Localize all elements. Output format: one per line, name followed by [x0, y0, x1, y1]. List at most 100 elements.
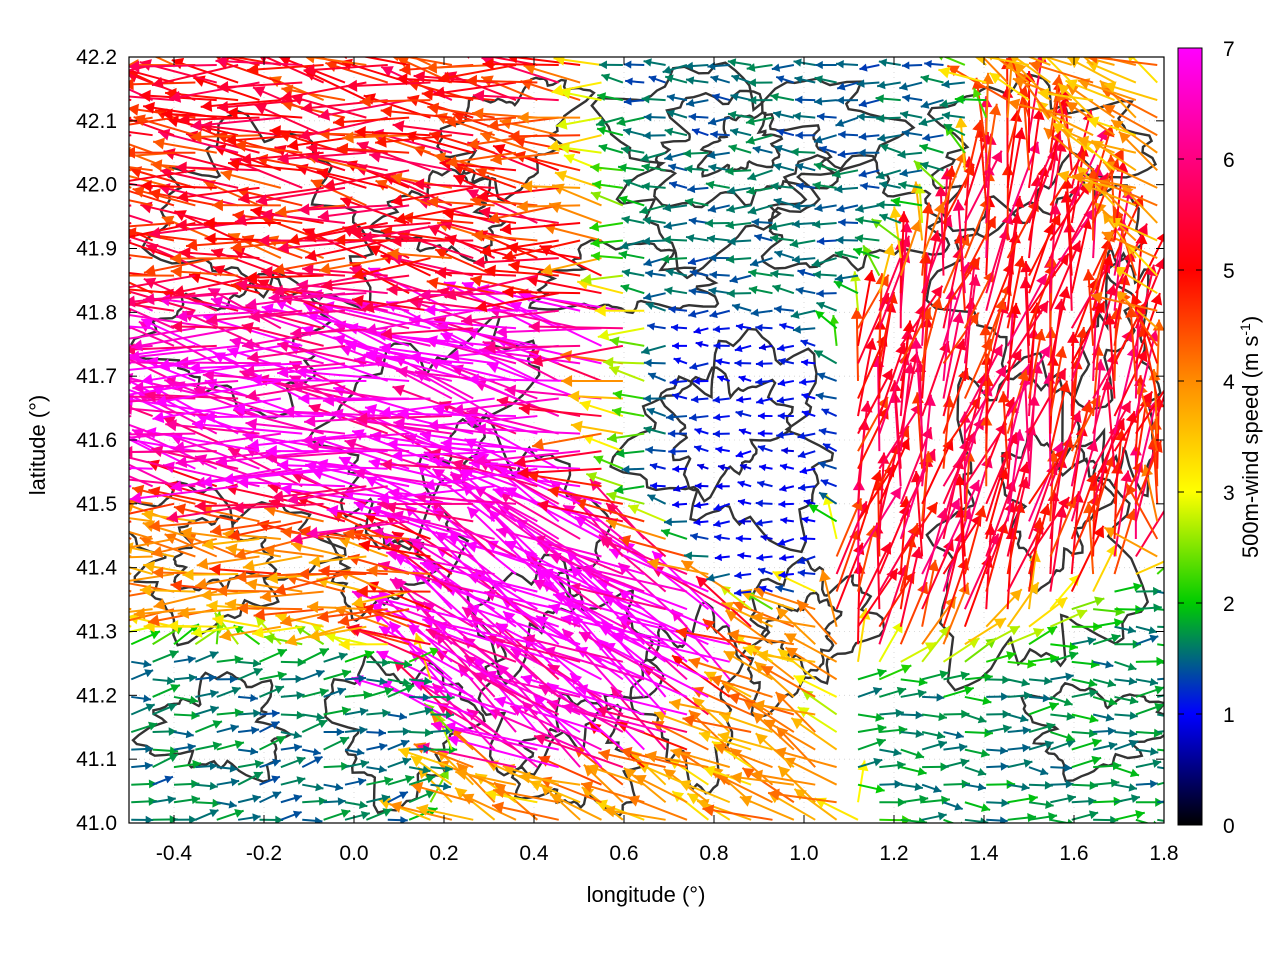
- wind-vector: [773, 162, 795, 172]
- wind-vector: [455, 768, 517, 786]
- wind-vector: [1125, 306, 1138, 382]
- wind-vector: [922, 693, 945, 702]
- wind-vector: [1028, 367, 1067, 435]
- wind-vector: [1135, 779, 1158, 789]
- wind-vector: [729, 274, 752, 284]
- wind-vector: [776, 343, 795, 352]
- wind-vector: [248, 309, 346, 323]
- wind-vector: [942, 338, 967, 417]
- wind-vector: [954, 94, 987, 105]
- wind-vector: [170, 320, 260, 333]
- wind-vector: [755, 499, 773, 508]
- colorbar-tick-label: 2: [1223, 593, 1235, 616]
- wind-vector: [321, 274, 410, 292]
- wind-vector: [424, 304, 538, 317]
- wind-vector: [837, 150, 859, 159]
- wind-vector: [1092, 254, 1114, 329]
- wind-vector: [760, 534, 773, 542]
- wind-vector: [680, 559, 731, 593]
- wind-vector: [344, 777, 367, 786]
- wind-vector: [494, 696, 602, 733]
- wind-vector: [575, 684, 688, 716]
- x-tick-label: 1.6: [1059, 842, 1088, 865]
- wind-vector: [537, 755, 602, 786]
- wind-vector: [803, 498, 816, 506]
- x-tick-label: 1.0: [789, 842, 818, 865]
- wind-vector: [478, 206, 559, 224]
- wind-vector: [714, 553, 730, 562]
- wind-vector: [351, 590, 410, 608]
- wind-vector: [290, 520, 388, 545]
- wind-vector: [943, 801, 964, 811]
- wind-vector: [1070, 300, 1106, 364]
- wind-vector: [749, 257, 773, 267]
- wind-vector: [900, 748, 925, 760]
- wind-vector: [200, 99, 281, 112]
- wind-vector: [252, 625, 303, 639]
- wind-vector: [737, 498, 752, 506]
- wind-vector: [836, 204, 859, 213]
- wind-vector: [170, 265, 239, 278]
- wind-vector: [516, 200, 581, 213]
- wind-vector: [131, 761, 153, 770]
- wind-vector: [442, 208, 517, 224]
- wind-vector: [366, 776, 394, 786]
- wind-vector: [921, 296, 943, 364]
- wind-vector: [730, 771, 795, 786]
- wind-vector: [801, 358, 816, 367]
- wind-vector: [757, 412, 773, 420]
- wind-vector: [188, 361, 303, 374]
- wind-vector: [418, 289, 517, 302]
- wind-vector: [816, 301, 837, 312]
- wind-vector: [665, 268, 688, 277]
- wind-vector: [807, 503, 838, 523]
- wind-vector: [899, 306, 932, 364]
- wind-vector: [216, 99, 303, 113]
- wind-vector: [175, 450, 281, 468]
- wind-vector: [713, 519, 730, 528]
- wind-vector: [726, 186, 752, 195]
- wind-vector: [623, 97, 645, 106]
- wind-vector: [614, 484, 645, 495]
- x-tick-label: 1.2: [879, 842, 908, 865]
- wind-vector: [618, 195, 645, 207]
- wind-vector: [259, 815, 284, 823]
- wind-vector: [790, 147, 816, 157]
- wind-vector: [981, 57, 1009, 84]
- wind-vector: [237, 759, 264, 769]
- wind-vector: [152, 397, 282, 424]
- wind-vector: [668, 447, 688, 456]
- wind-vector: [757, 444, 773, 453]
- wind-vector: [129, 103, 196, 119]
- wind-vector: [446, 533, 560, 575]
- wind-vector: [514, 450, 602, 468]
- wind-vector: [1057, 170, 1115, 189]
- wind-vector: [986, 798, 1010, 808]
- wind-vector: [271, 485, 367, 503]
- wind-vector: [776, 431, 794, 439]
- wind-vector: [408, 774, 436, 786]
- wind-vector: [645, 269, 666, 278]
- wind-vector: [717, 464, 730, 471]
- wind-vector: [408, 765, 431, 774]
- wind-vector: [390, 234, 474, 248]
- wind-vector: [1081, 182, 1137, 207]
- wind-vector: [919, 143, 944, 154]
- wind-vector: [425, 61, 495, 74]
- wind-vector: [426, 195, 495, 208]
- wind-vector: [1090, 291, 1158, 312]
- wind-vector: [389, 801, 453, 821]
- wind-vector: [900, 766, 927, 776]
- wind-vector: [531, 432, 602, 451]
- wind-vector: [344, 690, 373, 700]
- wind-vector: [1157, 818, 1164, 822]
- wind-vector: [713, 743, 773, 769]
- wind-vector: [758, 585, 773, 593]
- wind-vector: [1092, 633, 1121, 646]
- wind-vector: [237, 771, 264, 786]
- wind-vector: [129, 166, 153, 172]
- wind-vector: [317, 204, 410, 222]
- wind-vector: [878, 437, 910, 505]
- wind-vector: [1157, 694, 1164, 698]
- wind-vector: [620, 283, 645, 295]
